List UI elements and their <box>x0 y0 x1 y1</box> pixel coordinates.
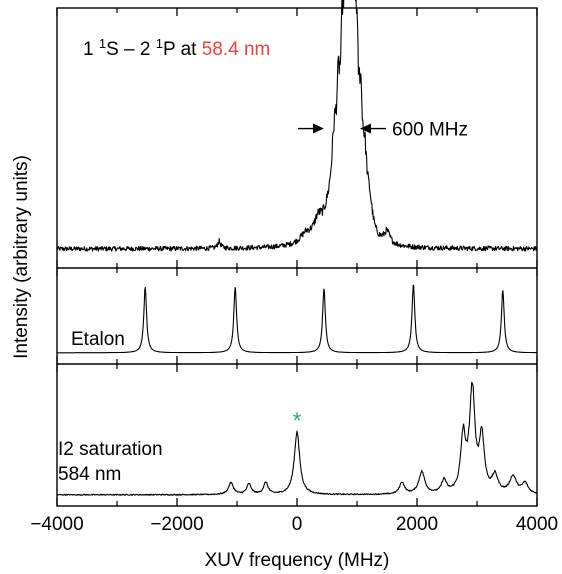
transition-label-part: 1 <box>156 36 163 51</box>
width-annotation-label: 600 MHz <box>392 120 468 141</box>
width-annotation: 600 MHz <box>298 120 468 141</box>
transition-label-part: 1 <box>83 39 99 60</box>
i2-label-line1: I2 saturation <box>58 439 163 460</box>
transition-label-part: 58.4 nm <box>202 39 271 60</box>
width-arrow-left-head <box>313 123 324 134</box>
y-axis-label: Intensity (arbitrary units) <box>11 155 32 359</box>
x-tick-label: −2000 <box>150 514 203 535</box>
transition-label-part: P at <box>163 39 202 60</box>
x-axis-tick-labels: −4000 −2000 0 2000 4000 <box>30 514 558 535</box>
x-tick-label: 2000 <box>396 514 438 535</box>
transition-label-part: S – 2 <box>106 39 156 60</box>
width-arrow-right-head <box>360 123 371 134</box>
reference-line-marker: * <box>293 408 302 433</box>
x-axis-label: XUV frequency (MHz) <box>205 550 390 571</box>
xuv-spectrum-trace <box>56 0 538 252</box>
x-tick-label: 0 <box>292 514 303 535</box>
x-tick-label: −4000 <box>30 514 83 535</box>
transition-label: 1 1S – 2 1P at 58.4 nm <box>83 36 270 60</box>
i2-saturation-trace <box>56 381 538 496</box>
etalon-label: Etalon <box>71 329 125 350</box>
transition-label-part: 1 <box>99 36 106 51</box>
etalon-trace <box>56 284 538 354</box>
i2-label-line2: 584 nm <box>58 464 121 485</box>
x-tick-label: 4000 <box>516 514 558 535</box>
